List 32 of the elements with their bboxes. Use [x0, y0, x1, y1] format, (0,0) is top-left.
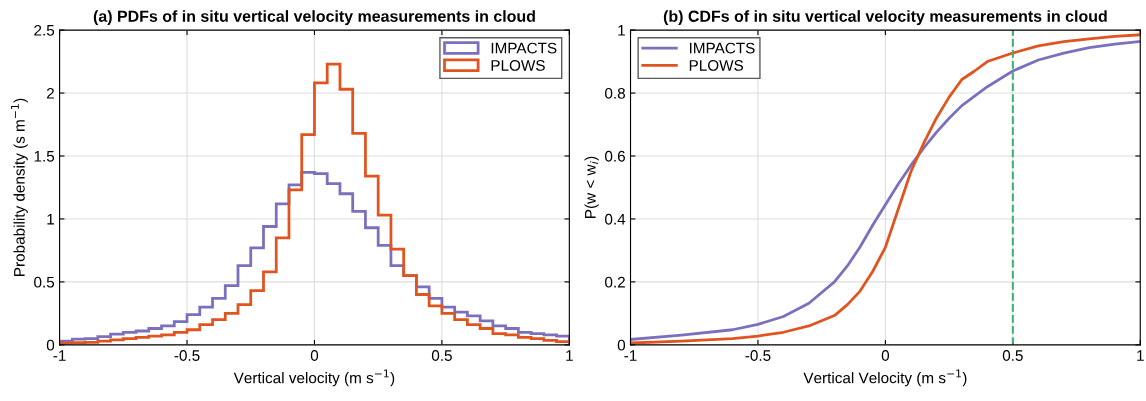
- x-tick-label: -1: [624, 350, 637, 361]
- y-tick-label: 0: [46, 339, 55, 351]
- x-tick-label: 0: [881, 350, 890, 361]
- chart-title: (b) CDFs of in situ vertical velocity measurements in cloud: [663, 10, 1107, 26]
- x-tick-label: -0.5: [745, 350, 771, 361]
- chart-title: (a) PDFs of in situ vertical velocity measurements in cloud: [93, 10, 535, 26]
- x-tick-label: -1: [53, 350, 66, 361]
- y-tick-label: 0.5: [34, 276, 55, 288]
- x-tick-label: 0.5: [1002, 350, 1023, 361]
- y-tick-label: 0: [617, 339, 626, 351]
- legend-label: IMPACTS: [491, 42, 557, 54]
- y-tick-label: 1: [618, 25, 625, 36]
- x-tick-label: 1: [566, 350, 573, 361]
- y-axis-title: Probability density (s m$^{−1}$): [10, 98, 28, 276]
- x-tick-label: -0.5: [174, 350, 200, 361]
- y-tick-label: 2: [47, 87, 54, 99]
- y-tick-label: 0.4: [605, 213, 626, 225]
- x-tick-label: 0: [310, 350, 319, 361]
- legend-label: PLOWS: [689, 60, 744, 71]
- y-axis-title: P(w < w$_{i}$): [584, 156, 599, 218]
- x-tick-label: 1: [1137, 350, 1144, 361]
- x-axis-title: Vertical Velocity (m s$^{−1}$): [803, 369, 967, 387]
- legend-label: IMPACTS: [689, 42, 755, 54]
- legend-label: PLOWS: [491, 60, 545, 71]
- y-tick-label: 0.8: [605, 87, 625, 99]
- y-tick-label: 1.5: [34, 151, 55, 162]
- y-tick-label: 2.5: [34, 24, 55, 36]
- y-tick-label: 0.2: [605, 276, 625, 288]
- x-tick-label: 0.5: [431, 350, 452, 361]
- y-tick-label: 1: [47, 213, 54, 225]
- y-tick-label: 0.6: [605, 150, 625, 162]
- x-axis-title: Vertical velocity (m s$^{−1}$): [233, 369, 395, 387]
